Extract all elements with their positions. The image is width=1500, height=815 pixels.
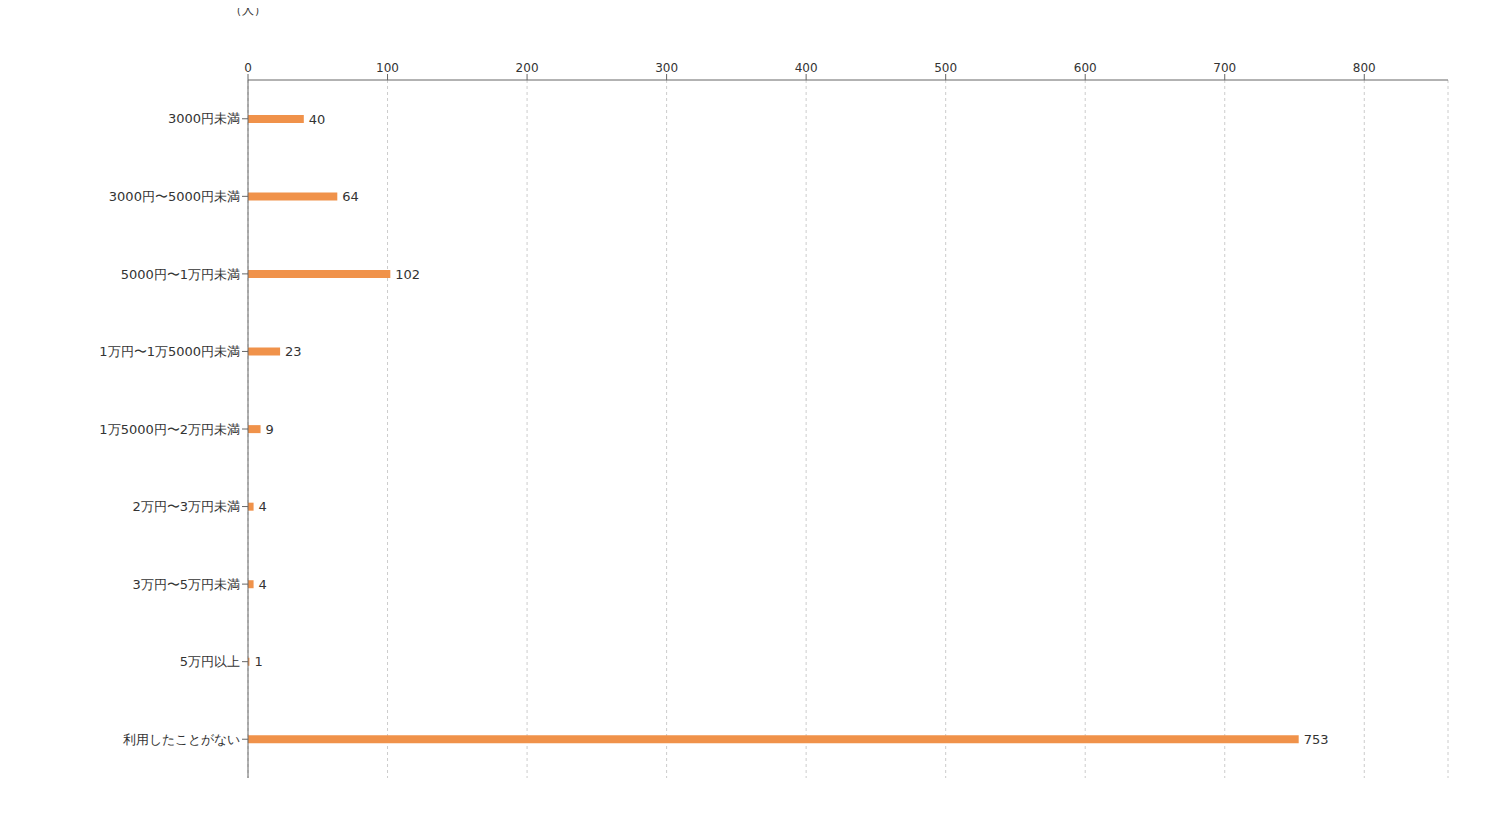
svg-text:100: 100 [376,61,399,75]
svg-text:500: 500 [934,61,957,75]
html-text:（人）: （人） [230,3,266,17]
svg-text:102: 102 [395,267,420,282]
svg-text:753: 753 [1304,732,1329,747]
svg-text:3000円〜5000円未満: 3000円〜5000円未満 [109,189,240,204]
svg-text:700: 700 [1213,61,1236,75]
svg-text:5000円〜1万円未満: 5000円〜1万円未満 [121,267,240,282]
svg-text:800: 800 [1353,61,1376,75]
svg-text:9: 9 [266,422,274,437]
svg-text:600: 600 [1074,61,1097,75]
svg-text:400: 400 [795,61,818,75]
svg-text:300: 300 [655,61,678,75]
svg-text:23: 23 [285,344,302,359]
svg-text:3万円〜5万円未満: 3万円〜5万円未満 [132,577,240,592]
svg-text:4: 4 [259,577,267,592]
svg-text:1万5000円〜2万円未満: 1万5000円〜2万円未満 [99,422,240,437]
svg-text:1: 1 [254,654,262,669]
svg-text:0: 0 [244,61,252,75]
svg-text:3000円未満: 3000円未満 [168,111,240,126]
svg-text:4: 4 [259,499,267,514]
svg-text:200: 200 [516,61,539,75]
svg-text:5万円以上: 5万円以上 [180,654,240,669]
svg-text:2万円〜3万円未満: 2万円〜3万円未満 [132,499,240,514]
svg-text:64: 64 [342,189,359,204]
svg-text:1万円〜1万5000円未満: 1万円〜1万5000円未満 [99,344,240,359]
svg-text:利用したことがない: 利用したことがない [123,732,240,747]
svg-text:40: 40 [309,112,326,127]
